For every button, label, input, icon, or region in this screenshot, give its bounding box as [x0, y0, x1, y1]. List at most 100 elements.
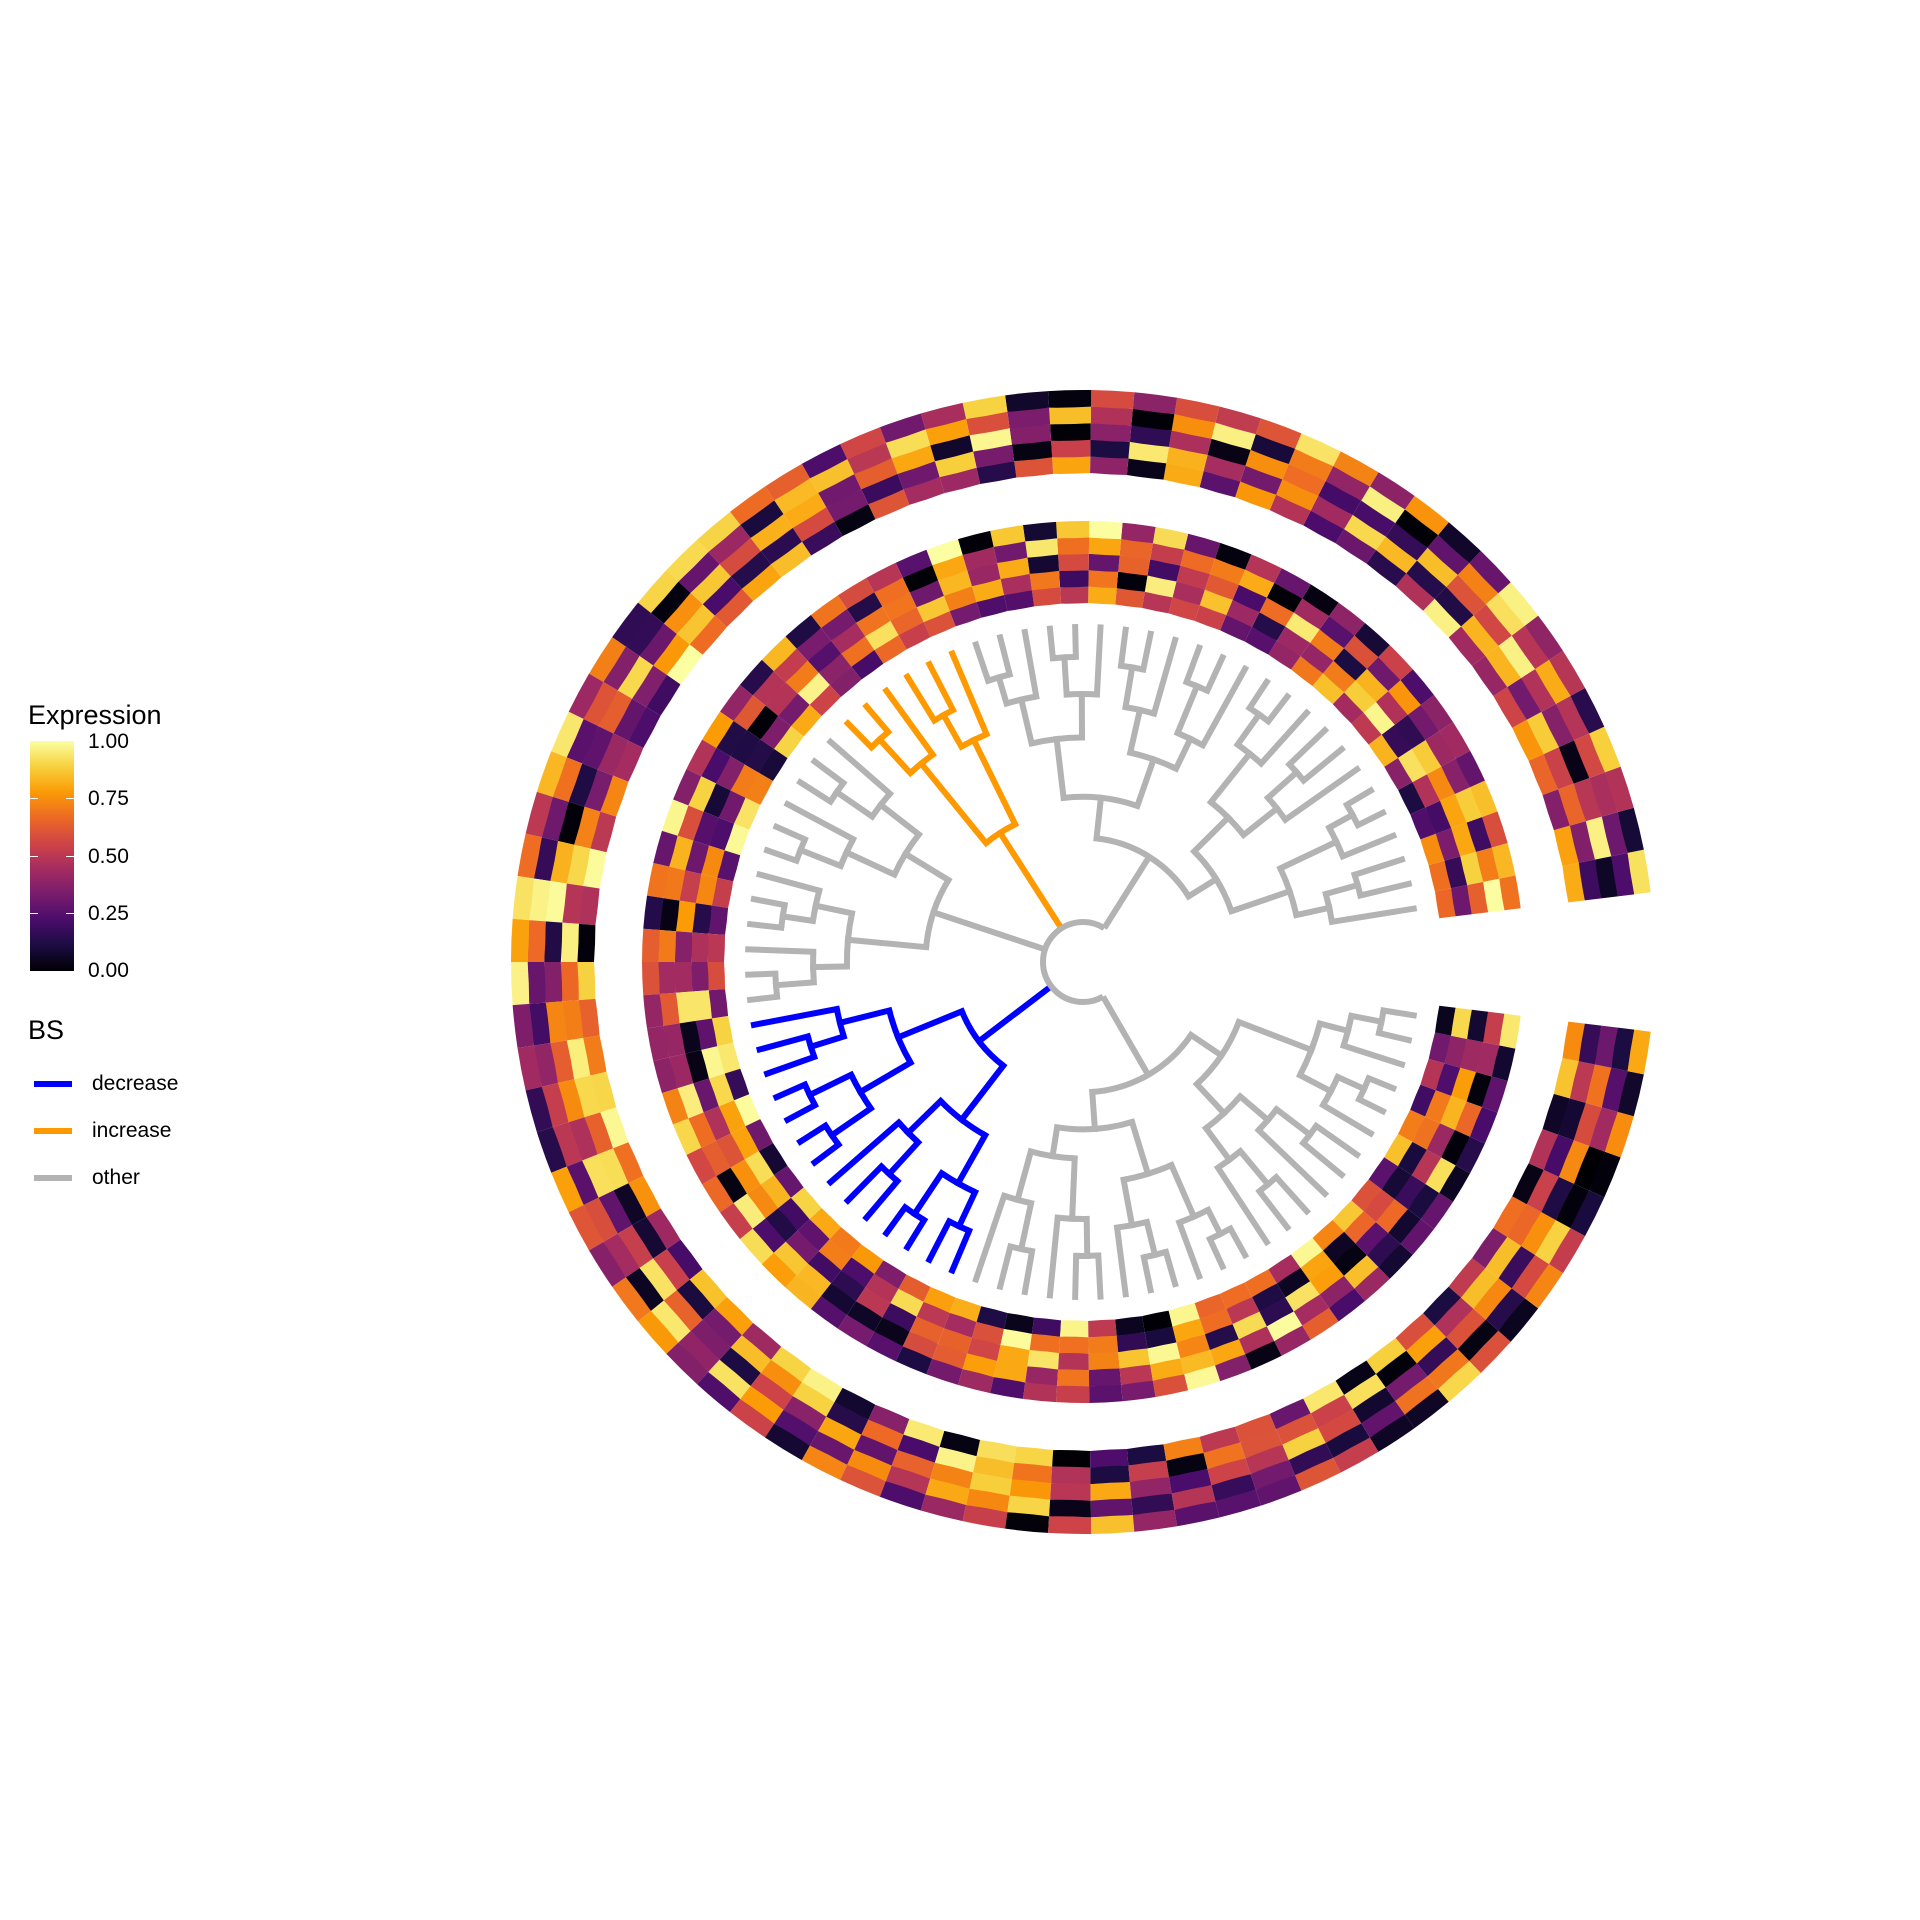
heatmap-cell [1089, 1384, 1123, 1403]
heatmap-cell [1132, 392, 1178, 415]
tree-branch [996, 1242, 1015, 1291]
heatmap-cell [643, 994, 664, 1029]
heatmap-cell [1589, 772, 1618, 817]
heatmap-cell [1569, 1061, 1596, 1103]
heatmap-cell [938, 570, 972, 596]
heatmap-cell [1457, 562, 1499, 605]
heatmap-cell [785, 1230, 819, 1264]
heatmap-cell [1203, 454, 1246, 482]
heatmap-cell [1574, 733, 1605, 778]
heatmap-cell [517, 833, 542, 879]
heatmap-cell [719, 684, 753, 721]
tree-branch [1133, 755, 1158, 810]
heatmap-cell [761, 1252, 797, 1288]
heatmap-cell [1302, 1307, 1339, 1340]
heatmap-cell [841, 636, 875, 667]
heatmap-cell [1235, 1413, 1277, 1443]
heatmap-cell [574, 1075, 601, 1118]
tree-branch [1203, 653, 1227, 695]
heatmap-cell [1027, 554, 1060, 574]
colorbar-tick-label: 0.50 [88, 845, 129, 868]
heatmap-cell [1129, 425, 1172, 447]
heatmap-cell [962, 1504, 1008, 1529]
heatmap-cell [1460, 1038, 1484, 1073]
heatmap-cell [1595, 1025, 1618, 1068]
heatmap-cell [1485, 645, 1522, 688]
tree-branch [1117, 626, 1129, 670]
heatmap-cell [1285, 612, 1320, 643]
heatmap-cell [659, 898, 680, 932]
heatmap-cell [716, 720, 747, 757]
heatmap-cell [589, 1242, 626, 1287]
heatmap-cell [1147, 1342, 1181, 1365]
heatmap-cell [590, 1071, 617, 1113]
heatmap-cell [801, 1445, 848, 1480]
heatmap-cell [1194, 1293, 1227, 1319]
heatmap-cell [1014, 457, 1054, 478]
tree-branch [1129, 749, 1178, 772]
heatmap-cell [589, 637, 626, 682]
heatmap-cell [744, 739, 774, 773]
heatmap-cell [663, 592, 703, 634]
heatmap-cell [566, 1160, 599, 1206]
heatmap-cell [1461, 615, 1499, 656]
tree-branch [783, 800, 858, 844]
heatmap-cell [697, 1371, 741, 1413]
heatmap-cell [1310, 1263, 1345, 1295]
heatmap-cell [1152, 1374, 1189, 1397]
tree-branch [862, 1176, 902, 1222]
heatmap-cell [773, 726, 804, 759]
tree-branch [812, 902, 856, 917]
heatmap-cell [895, 549, 933, 578]
heatmap-cell [809, 1431, 855, 1465]
heatmap-cell [708, 817, 735, 851]
heatmap-cell [993, 541, 1028, 563]
heatmap-cell [874, 1317, 910, 1347]
tree-branch [1005, 693, 1037, 707]
heatmap-cell [1434, 586, 1474, 627]
heatmap-cell [658, 962, 676, 995]
heatmap-cell [686, 1147, 717, 1185]
heatmap-cell [574, 806, 601, 849]
heatmap-cell [818, 1239, 852, 1271]
heatmap-cell [1115, 588, 1145, 608]
heatmap-cell [1378, 1243, 1413, 1279]
tree-branch [796, 1121, 830, 1146]
tree-branch [802, 1083, 818, 1107]
legend-key [34, 1127, 72, 1134]
heatmap-cell [792, 1382, 835, 1417]
tree-branch [1256, 1107, 1279, 1133]
heatmap-cell [902, 1331, 939, 1359]
heatmap-cell [1005, 1512, 1050, 1533]
heatmap-cell [568, 1205, 604, 1251]
heatmap-cell [1295, 433, 1341, 467]
heatmap-cell [1385, 522, 1428, 561]
tree-branch [1192, 849, 1235, 913]
heatmap-cell [1376, 1350, 1417, 1388]
heatmap-cell [1255, 1475, 1302, 1506]
heatmap-cell [686, 739, 717, 777]
heatmap-cell [1549, 1228, 1586, 1274]
tree-branch [896, 1120, 921, 1145]
heatmap-cell [809, 459, 855, 493]
heatmap-cell [847, 1449, 892, 1482]
tree-branch [1226, 1224, 1250, 1260]
heatmap-cell [949, 602, 982, 627]
heatmap-cell [829, 1226, 862, 1258]
heatmap-cell [692, 990, 712, 1021]
heatmap-cell [562, 883, 584, 924]
tree-branch [925, 1217, 954, 1264]
heatmap-cell [1090, 390, 1135, 409]
tree-branch [826, 1118, 904, 1187]
heatmap-cell [1352, 500, 1396, 537]
heatmap-cell [1395, 1376, 1439, 1415]
heatmap-cell [934, 1446, 977, 1473]
heatmap-cell [527, 962, 546, 1004]
heatmap-cell [1398, 748, 1427, 783]
tree-branch [1173, 682, 1201, 737]
heatmap-cell [552, 1122, 583, 1167]
heatmap-cell [673, 1118, 702, 1155]
heatmap-cell [966, 1488, 1010, 1513]
heatmap-cell [693, 1078, 719, 1113]
heatmap-cell [1142, 1310, 1173, 1333]
